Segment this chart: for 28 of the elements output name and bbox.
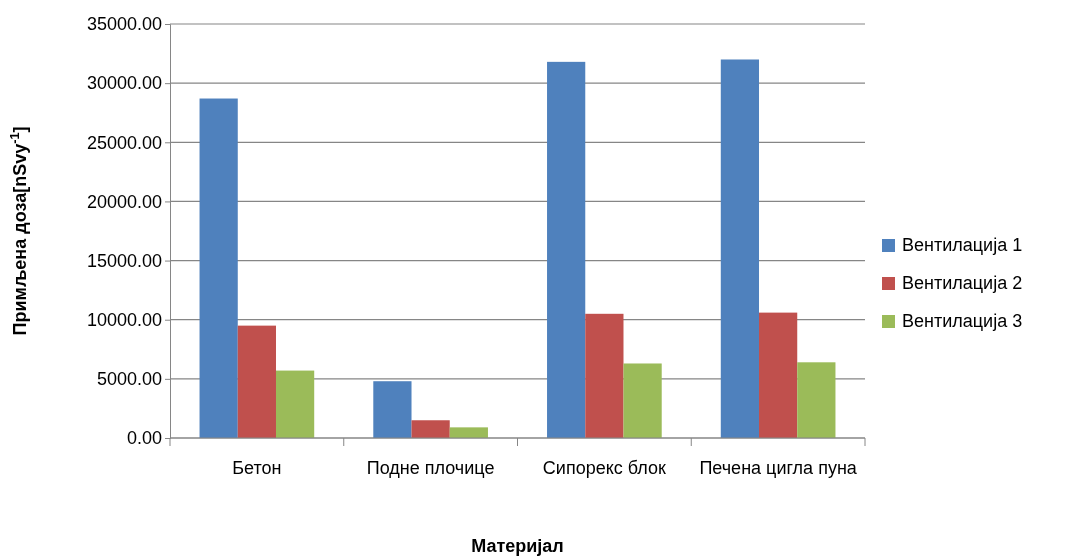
bar	[585, 313, 624, 438]
y-tick-label: 10000.00	[86, 309, 162, 330]
bar	[797, 362, 836, 438]
y-tick-label: 30000.00	[86, 73, 162, 94]
y-tick-label: 5000.00	[96, 369, 162, 390]
bar	[373, 381, 412, 438]
bar	[237, 325, 276, 438]
y-tick-label: 20000.00	[86, 191, 162, 212]
legend-label: Вентилација 3	[902, 311, 1023, 331]
legend-label: Вентилација 1	[902, 235, 1023, 255]
bar	[275, 370, 315, 438]
bar	[449, 427, 488, 438]
y-tick-label: 15000.00	[86, 250, 162, 271]
y-tick-label: 35000.00	[86, 14, 162, 35]
bar	[759, 312, 798, 438]
bar	[411, 420, 450, 438]
bar	[623, 363, 662, 438]
legend-label: Вентилација 2	[902, 273, 1023, 293]
bar	[199, 98, 238, 438]
x-tick-label: Печена цигла пуна	[699, 458, 858, 478]
y-tick-label: 0.00	[126, 428, 162, 449]
x-tick-label: Сипорекс блок	[542, 458, 666, 478]
y-tick-label: 25000.00	[86, 132, 162, 153]
x-tick-label: Подне плочице	[366, 458, 495, 478]
x-tick-label: Бетон	[232, 458, 282, 478]
x-axis-title: Материјал	[471, 536, 564, 556]
bar	[547, 61, 586, 438]
bar	[720, 59, 760, 438]
